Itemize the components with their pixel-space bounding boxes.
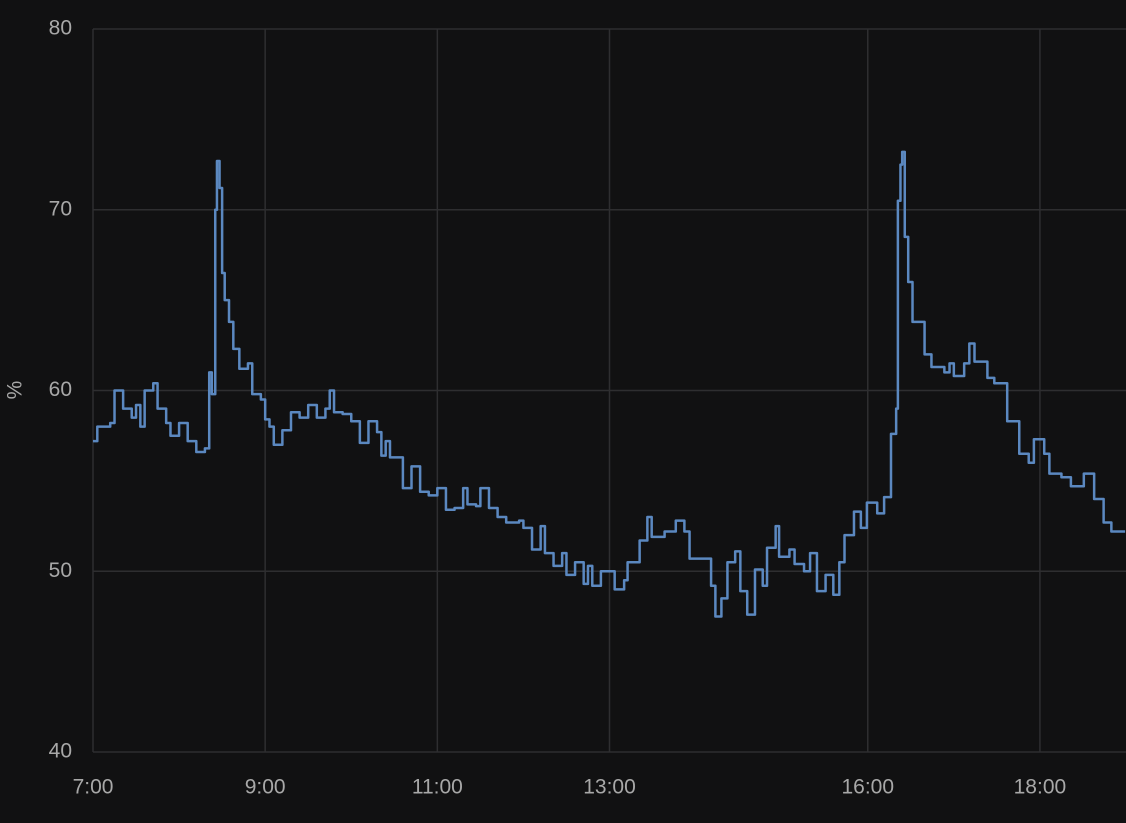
x-tick-label: 7:00 xyxy=(73,776,114,799)
y-tick-label: 40 xyxy=(49,740,72,763)
data-line xyxy=(93,150,1126,618)
x-tick-label: 11:00 xyxy=(412,776,463,799)
x-tick-label: 13:00 xyxy=(583,776,636,799)
x-tick-label: 18:00 xyxy=(1014,776,1067,799)
y-tick-label: 80 xyxy=(49,17,72,40)
y-axis-label: % xyxy=(4,381,27,400)
y-tick-label: 60 xyxy=(49,378,72,401)
y-tick-label: 70 xyxy=(49,197,72,220)
x-tick-label: 16:00 xyxy=(841,776,894,799)
y-tick-label: 50 xyxy=(49,559,72,582)
x-tick-label: 9:00 xyxy=(245,776,286,799)
